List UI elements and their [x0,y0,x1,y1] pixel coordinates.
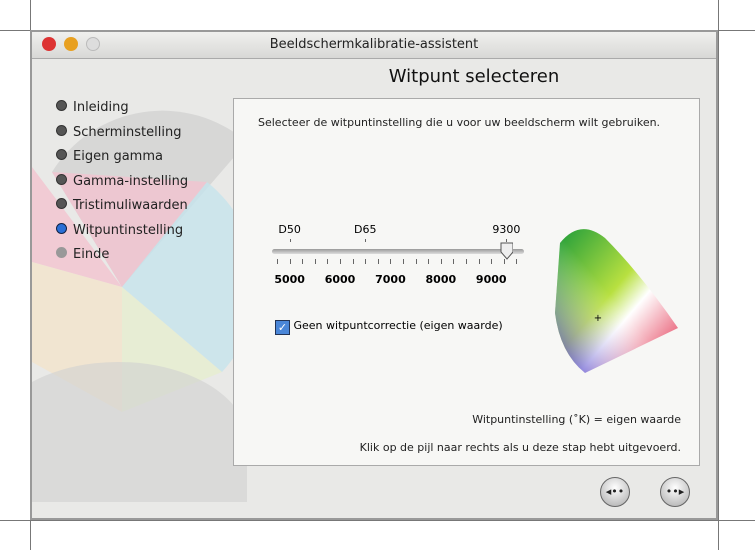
hint-text: Klik op de pijl naar rechts als u deze s… [359,441,681,454]
preset-tick [506,239,508,242]
preset-tick [289,239,291,242]
content-panel: Selecteer de witpuntinstelling die u voo… [233,98,700,466]
page-title: Witpunt selecteren [388,66,560,87]
scale-tick [289,259,291,264]
forward-arrow-icon: ••▸ [665,485,685,498]
window-title: Beeldschermkalibratie-assistent [269,37,479,52]
scale-label: 5000 [274,273,305,286]
scale-tick [277,259,279,264]
scale-tick [440,259,442,264]
close-button[interactable] [42,37,56,51]
step-item: Gamma-instelling [56,173,189,189]
scale-tick [365,259,367,264]
step-label: Witpuntinstelling [73,222,184,238]
assistant-window: Beeldschermkalibratie-assistent Witpunt … [30,30,718,520]
svg-text:+: + [594,313,602,324]
step-status-icon [56,100,67,111]
scale-tick [516,259,518,264]
zoom-button[interactable] [86,37,100,51]
step-status-icon [56,124,67,136]
preset-tick [365,239,367,242]
preset-label: 9300 [492,223,521,236]
scale-label: 6000 [324,273,356,286]
scale-label: 8000 [425,273,457,286]
step-status-icon [56,173,67,185]
scale-tick [377,259,379,264]
step-status-icon [56,198,67,209]
step-item: Tristimuliwaarden [56,198,188,213]
slider-thumb[interactable] [499,242,514,260]
step-item: Scherminstelling [56,124,182,140]
step-item: Eigen gamma [56,149,163,164]
no-correction-checkbox[interactable]: ✓ Geen witpuntcorrectie (eigen waarde) [275,319,503,335]
white-point-status: Witpuntinstelling (˚K) = eigen waarde [472,413,681,426]
scale-tick [352,259,354,264]
checkmark-icon[interactable]: ✓ [275,320,290,335]
step-label: Scherminstelling [73,124,182,140]
scale-tick [478,259,480,264]
checkbox-label: Geen witpuntcorrectie (eigen waarde) [293,319,503,332]
scale-tick [428,259,430,264]
forward-button[interactable]: ••▸ [660,477,690,507]
step-label: Tristimuliwaarden [73,198,188,213]
scale-tick [302,259,304,264]
scale-tick [503,259,505,264]
slider-track[interactable] [272,249,524,254]
back-button[interactable]: ◂•• [600,477,630,507]
sketch-line [0,520,755,521]
minimize-button[interactable] [64,37,78,51]
scale-tick [453,259,455,264]
step-status-icon [56,222,67,234]
color-wheel-background [32,110,257,502]
scale-label: 9000 [475,273,507,286]
step-status-icon [56,247,67,258]
title-bar: Beeldschermkalibratie-assistent [32,32,716,59]
scale-tick [466,259,468,264]
step-label: Inleiding [73,100,129,115]
preset-label: D50 [278,223,301,236]
step-status-icon [56,149,67,160]
scale-label: 7000 [375,273,406,286]
scale-tick [390,259,392,264]
step-label: Gamma-instelling [73,173,189,189]
step-item: Witpuntinstelling [56,222,184,238]
scale-tick [491,259,493,264]
sketch-line [718,0,719,550]
scale-tick [403,259,405,264]
instruction-text: Selecteer de witpuntinstelling die u voo… [258,116,661,129]
scale-tick [314,259,316,264]
back-arrow-icon: ◂•• [605,485,625,498]
step-item: Einde [56,247,109,262]
step-label: Einde [73,247,110,262]
step-label: Eigen gamma [73,149,163,164]
chromaticity-diagram: + [555,229,678,373]
step-item: Inleiding [56,100,129,115]
scale-tick [327,259,329,264]
scale-tick [415,259,417,264]
preset-label: D65 [354,223,377,236]
scale-tick [340,259,342,264]
